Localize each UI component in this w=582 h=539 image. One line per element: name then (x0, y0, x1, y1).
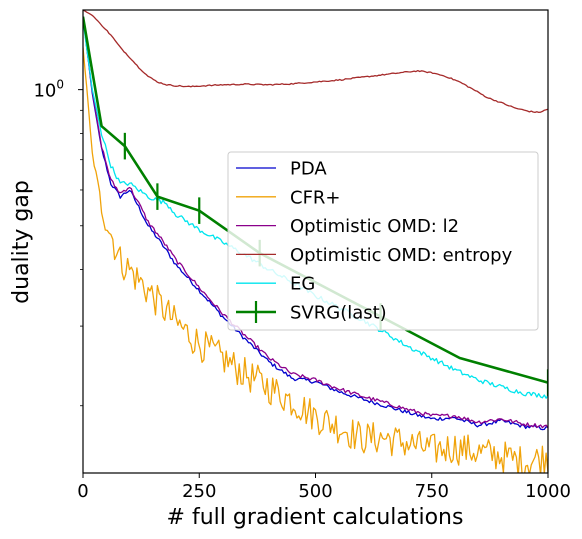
x-tick-label: 500 (298, 481, 332, 502)
legend-box (227, 151, 539, 331)
legend-label: Optimistic OMD: l2 (290, 216, 459, 237)
legend-label: EG (290, 274, 315, 295)
legend-label: SVRG(last) (290, 303, 387, 324)
series-line-3 (83, 10, 548, 114)
legend-label: CFR+ (290, 187, 341, 208)
x-tick-label: 0 (77, 481, 88, 502)
x-tick-label: 750 (415, 481, 449, 502)
x-axis-ticks: 0 250 500 750 1000 (77, 473, 571, 502)
legend-label: Optimistic OMD: entropy (290, 245, 513, 266)
y-axis-ticks: 100 (33, 78, 83, 407)
y-axis-title: duality gap (9, 180, 34, 304)
series-line-2 (83, 16, 548, 429)
series-line-1 (83, 47, 548, 473)
y-tick-label: 100 (33, 78, 64, 102)
legend: PDA CFR+ Optimistic OMD: l2 Optimistic OMD:… (227, 151, 539, 331)
legend-label: PDA (290, 159, 327, 180)
x-tick-label: 1000 (525, 481, 571, 502)
series-line-0 (83, 16, 548, 431)
x-tick-label: 250 (182, 481, 216, 502)
x-axis-title: # full gradient calculations (167, 505, 464, 530)
